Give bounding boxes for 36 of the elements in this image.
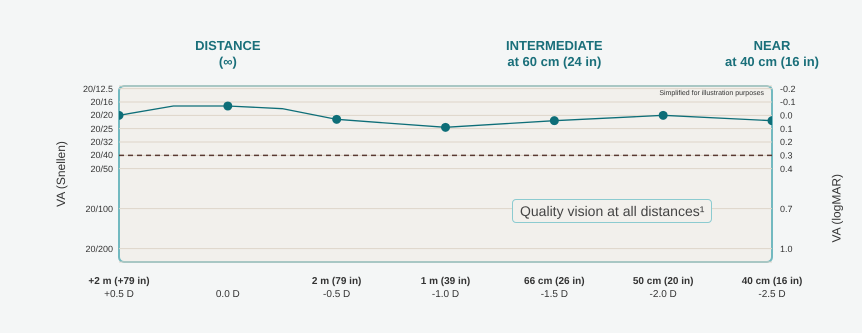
text: 20/40 xyxy=(90,149,113,162)
y-tick-label: 0.2 xyxy=(780,137,793,148)
y-tick-label: 0.0 xyxy=(780,110,793,121)
point xyxy=(223,101,232,111)
text: INTERMEDIATE at 60 cm (24 in) xyxy=(505,38,604,70)
text: NEAR at 40 cm (16 in) xyxy=(724,38,820,70)
y-tick-label: -0.2 xyxy=(780,84,796,94)
point xyxy=(550,116,559,126)
x-tick-label: 66 cm (26 in) -1.5 D xyxy=(524,276,585,300)
y-tick-label: 0.1 xyxy=(780,124,793,134)
x-tick-label: 50 cm (20 in) -2.0 D xyxy=(632,276,694,300)
x-tick-label: 2 m (79 in) -0.5 D xyxy=(312,276,362,300)
text: 20/200 xyxy=(85,242,113,255)
text: 20/16 xyxy=(90,96,113,108)
text: 20/32 xyxy=(90,136,113,148)
x-tick-label: 40 cm (16 in) -2.5 D xyxy=(742,276,802,300)
y-tick-label: 0.7 xyxy=(780,204,793,214)
y-tick-label: 0.3 xyxy=(780,150,793,161)
text: 20/25 xyxy=(90,122,113,135)
y-tick-label: 1.0 xyxy=(780,244,793,254)
x-tick-label: 1 m (39 in) -1.0 D xyxy=(420,276,470,300)
text: 20/50 xyxy=(90,162,113,175)
text: 20/12.5 xyxy=(82,82,113,95)
text: VA (Snellen) xyxy=(54,140,69,209)
x-tick-label: 0.0 D xyxy=(216,289,240,300)
annotation: Quality vision at all distances¹ xyxy=(512,199,712,223)
y-axis-title: VA (logMAR) xyxy=(829,174,844,242)
y-tick-label: 0.4 xyxy=(780,164,793,174)
point xyxy=(658,110,668,120)
text: 20/100 xyxy=(85,202,113,215)
x-tick-label: +2 m (+79 in) +0.5 D xyxy=(88,276,150,300)
point xyxy=(332,114,342,124)
text: DISTANCE (∞) xyxy=(194,38,262,70)
text: 20/20 xyxy=(90,109,113,122)
point xyxy=(440,122,450,132)
y-tick-label: -0.1 xyxy=(780,97,796,108)
